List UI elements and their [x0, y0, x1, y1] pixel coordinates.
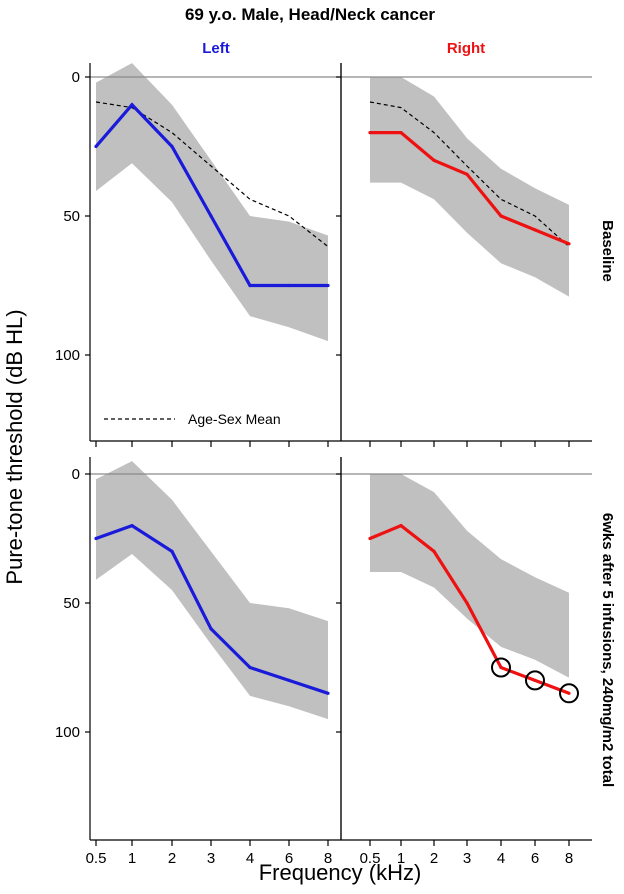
significant-shift-marker [525, 670, 545, 691]
significant-shift-marker [491, 657, 511, 678]
x-tick-label: 4 [497, 850, 505, 867]
threshold-point [368, 131, 372, 135]
x-tick-label: 2 [430, 850, 438, 867]
threshold-point [170, 144, 174, 149]
threshold-point [465, 172, 469, 176]
x-tick-label: 6 [285, 850, 293, 867]
normative-range-band [370, 77, 569, 297]
y-tick-label: 50 [63, 208, 80, 225]
x-tick-label: 3 [207, 850, 215, 867]
threshold-point [170, 549, 174, 554]
threshold-point [248, 665, 252, 670]
threshold-point [432, 549, 436, 554]
x-tick-label: 4 [246, 850, 254, 867]
plot-area [90, 63, 341, 342]
threshold-point [567, 242, 571, 246]
panel-followup-left [85, 457, 341, 846]
threshold-point [499, 214, 503, 218]
y-tick-label: 100 [55, 724, 80, 741]
normative-range-band [96, 461, 328, 720]
column-title-left: Left [202, 40, 230, 57]
plot-area [341, 473, 592, 695]
threshold-point [287, 283, 291, 288]
normative-range-band [370, 474, 569, 678]
threshold-point [287, 678, 291, 683]
threshold-point [209, 627, 213, 631]
threshold-point [399, 524, 403, 528]
x-tick-label: 0.5 [86, 850, 107, 867]
threshold-point [94, 536, 98, 541]
y-tick-label: 0 [72, 69, 80, 86]
age-sex-mean-line [369, 101, 570, 248]
x-tick-label: 0.5 [360, 850, 381, 867]
threshold-point [567, 691, 571, 695]
significant-shift-marker [559, 683, 579, 704]
axis-tick-labels: 0 50 100 0 50 100 0.5 1 2 3 4 6 8 0.5 1 2 3 4 6 8 [55, 69, 573, 867]
age-sex-mean-line [95, 101, 329, 248]
plot-area [90, 461, 341, 720]
chart-title: 69 y.o. Male, Head/Neck cancer [185, 5, 435, 24]
x-tick-label: 8 [324, 850, 332, 867]
threshold-point [326, 691, 330, 695]
x-tick-label: 1 [397, 850, 405, 867]
threshold-point [465, 601, 469, 605]
x-tick-label: 1 [128, 850, 136, 867]
threshold-point [432, 158, 436, 162]
y-tick-label: 50 [63, 595, 80, 612]
threshold-point [326, 283, 330, 288]
legend-label: Age-Sex Mean [188, 411, 281, 427]
threshold-point [399, 131, 403, 135]
panel-baseline-left: Age-Sex Mean [85, 63, 341, 447]
threshold-point [533, 228, 537, 232]
threshold-point [368, 536, 372, 541]
x-tick-label: 8 [565, 850, 573, 867]
panel-baseline-right [336, 63, 592, 447]
threshold-point [94, 144, 98, 149]
threshold-point [130, 524, 134, 528]
panel-grid: Age-Sex Mean [85, 63, 592, 846]
threshold-point [499, 665, 503, 670]
y-axis-label: Pure-tone threshold (dB HL) [2, 309, 27, 584]
x-tick-label: 3 [463, 850, 471, 867]
x-axis-label: Frequency (kHz) [259, 860, 422, 885]
row-label-followup: 6wks after 5 infusions, 240mg/m2 total [599, 513, 616, 787]
x-tick-label: 6 [531, 850, 539, 867]
y-tick-label: 0 [72, 466, 80, 483]
threshold-point [209, 214, 213, 218]
y-tick-label: 100 [55, 347, 80, 364]
normative-range-band [96, 63, 328, 342]
panel-followup-right [336, 457, 592, 846]
row-label-baseline: Baseline [599, 220, 616, 282]
x-tick-label: 2 [168, 850, 176, 867]
threshold-point [130, 103, 134, 107]
plot-area [341, 76, 592, 297]
column-title-right: Right [447, 40, 485, 57]
threshold-point [533, 678, 537, 683]
threshold-point [248, 283, 252, 288]
